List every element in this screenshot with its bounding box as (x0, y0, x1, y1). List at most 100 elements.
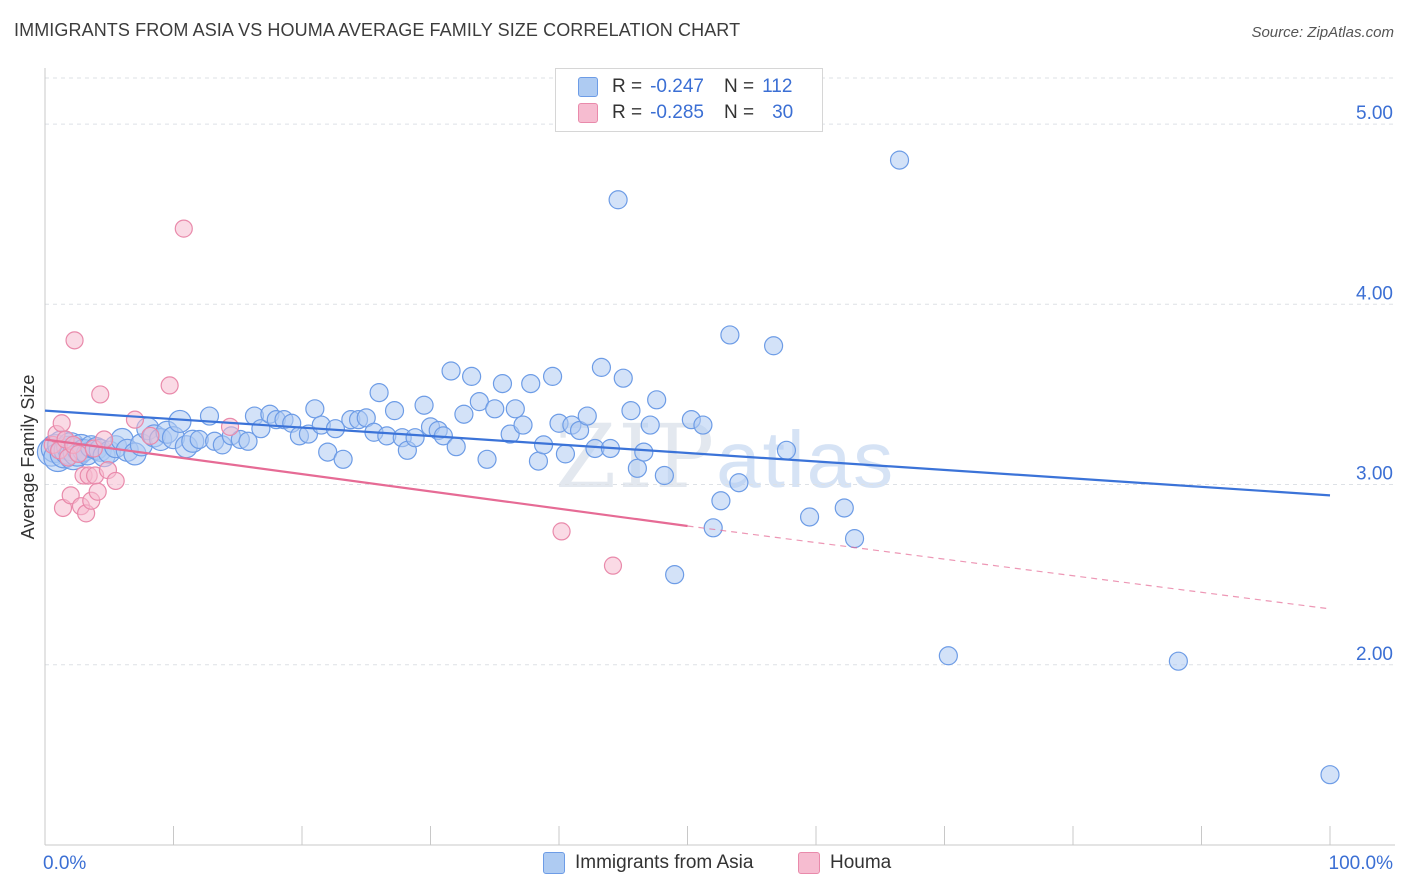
y-tick-label: 2.00 (1356, 644, 1393, 665)
data-point-asia (318, 442, 338, 462)
data-point-houma (160, 376, 179, 395)
series-houma (43, 219, 623, 575)
source-credit: Source: ZipAtlas.com (1251, 24, 1394, 41)
axes (44, 68, 1395, 846)
data-point-houma (141, 426, 160, 445)
data-point-asia (613, 368, 633, 388)
data-point-asia (469, 392, 489, 412)
data-point-houma (52, 414, 71, 433)
data-point-asia (521, 374, 541, 394)
data-point-houma (603, 556, 623, 575)
legend-n-value: 112 (762, 76, 793, 97)
data-point-asia (485, 399, 505, 419)
data-point-asia (513, 415, 533, 435)
legend-row-houma: R = -0.285 N = 30 (578, 101, 793, 125)
data-point-asia (608, 190, 628, 210)
data-point-asia (168, 409, 192, 434)
data-point-houma (125, 410, 145, 429)
data-point-asia (441, 361, 461, 381)
data-point-asia (333, 449, 353, 469)
data-point-asia (477, 449, 497, 469)
data-point-asia (703, 518, 723, 538)
trend-line-houma (44, 438, 688, 528)
data-point-asia (369, 383, 389, 403)
legend-swatch-pink (798, 852, 820, 874)
data-point-houma (95, 430, 114, 449)
y-tick-label: 5.00 (1356, 103, 1393, 124)
legend-r-label: R = (612, 102, 643, 123)
data-point-houma (106, 471, 125, 491)
data-point-asia (627, 458, 647, 478)
data-point-asia (454, 404, 474, 424)
data-point-asia (577, 406, 597, 426)
series-immigrants-from-asia (36, 150, 1340, 785)
legend-row-asia: R = -0.247 N = 112 (578, 75, 792, 99)
data-point-asia (238, 431, 258, 451)
data-point-asia (693, 415, 713, 435)
y-tick-label: 4.00 (1356, 283, 1393, 304)
data-point-houma (65, 331, 84, 350)
data-point-asia (889, 150, 910, 170)
data-point-asia (446, 437, 466, 457)
legend-n-label: N = (723, 102, 755, 123)
data-point-asia (621, 401, 641, 421)
data-point-asia (555, 444, 576, 464)
data-point-asia (711, 491, 731, 511)
data-point-asia (938, 646, 958, 666)
data-point-asia (528, 451, 549, 471)
legend-swatch-blue (578, 77, 598, 97)
legend-item-houma: Houma (798, 852, 891, 874)
data-point-asia (776, 440, 797, 460)
data-point-houma (174, 219, 193, 238)
chart-title: IMMIGRANTS FROM ASIA VS HOUMA AVERAGE FA… (14, 20, 741, 40)
trend-lines (44, 409, 1331, 610)
data-point-houma (88, 482, 107, 501)
data-point-asia (763, 336, 784, 356)
legend-r-label: R = (612, 76, 643, 97)
correlation-legend: R = -0.247 N = 112 R = -0.285 N = 30 (555, 68, 823, 132)
trend-line-asia (44, 409, 1331, 497)
legend-r-value: -0.247 (650, 76, 704, 97)
legend-item-asia: Immigrants from Asia (543, 852, 753, 874)
data-point-asia (640, 415, 660, 435)
data-point-asia (505, 399, 525, 419)
legend-swatch-blue (543, 852, 565, 874)
data-point-houma (552, 522, 571, 541)
trend-line-houma-extrapolated (687, 525, 1331, 610)
legend-n-label: N = (723, 76, 755, 97)
data-point-houma (220, 417, 240, 436)
data-point-asia (720, 325, 740, 345)
data-point-houma (91, 385, 110, 404)
data-point-asia (542, 366, 563, 386)
legend-n-value: 30 (772, 102, 794, 123)
data-point-houma (69, 444, 88, 463)
data-point-asia (665, 565, 685, 585)
data-point-asia (647, 390, 667, 410)
legend-label-houma: Houma (830, 852, 892, 873)
x-tick-label: 100.0% (1329, 853, 1394, 874)
data-point-asia (414, 395, 434, 415)
data-point-asia (729, 473, 749, 493)
axis-labels: 2.00 3.00 4.00 5.00 0.0% 100.0% Average Family… (18, 103, 1393, 874)
data-point-asia (462, 366, 482, 386)
data-point-asia (492, 374, 513, 394)
data-point-asia (834, 498, 854, 518)
x-tick-label: 0.0% (43, 853, 86, 874)
legend-label-asia: Immigrants from Asia (575, 852, 754, 873)
gridlines (45, 77, 1395, 666)
data-point-asia (799, 507, 820, 527)
data-point-asia (634, 442, 654, 462)
data-point-asia (591, 357, 612, 377)
legend-r-value: -0.285 (650, 102, 704, 123)
data-point-asia (844, 529, 865, 549)
data-point-asia (405, 428, 425, 448)
y-axis-label: Average Family Size (18, 375, 38, 540)
y-tick-label: 3.00 (1356, 464, 1393, 485)
data-point-asia (1320, 765, 1340, 785)
data-point-asia (384, 401, 405, 421)
data-point-asia (305, 399, 325, 419)
data-point-asia (1168, 651, 1188, 671)
data-point-asia (654, 465, 674, 486)
legend-swatch-pink (578, 103, 598, 123)
